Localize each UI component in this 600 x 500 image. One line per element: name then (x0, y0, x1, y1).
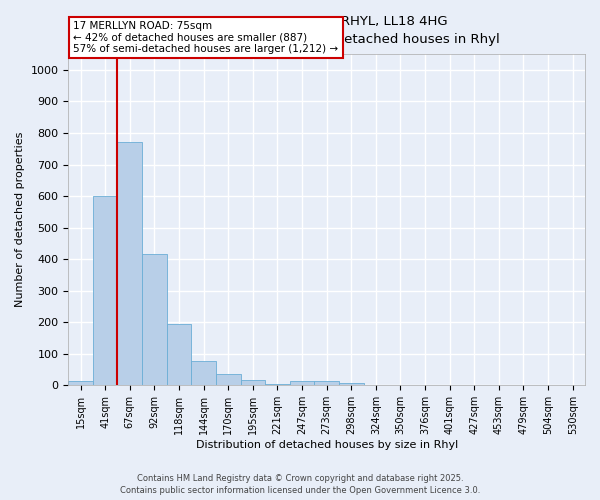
Bar (265, 384, 290, 386)
X-axis label: Distribution of detached houses by size in Rhyl: Distribution of detached houses by size … (196, 440, 458, 450)
Bar (241, 380, 265, 386)
Bar (191, 360, 216, 386)
Bar (314, 381, 339, 386)
Text: 17 MERLLYN ROAD: 75sqm
← 42% of detached houses are smaller (887)
57% of semi-de: 17 MERLLYN ROAD: 75sqm ← 42% of detached… (73, 21, 338, 54)
Bar (290, 381, 314, 386)
Bar (142, 254, 167, 386)
Bar (167, 324, 191, 386)
Bar (216, 374, 241, 386)
Bar (118, 142, 142, 386)
Title: 17, MERLLYN ROAD, RHYL, LL18 4HG
Size of property relative to detached houses in: 17, MERLLYN ROAD, RHYL, LL18 4HG Size of… (153, 15, 500, 46)
Text: Contains HM Land Registry data © Crown copyright and database right 2025.
Contai: Contains HM Land Registry data © Crown c… (120, 474, 480, 495)
Bar (68, 380, 93, 386)
Bar (339, 383, 364, 386)
Bar (93, 196, 118, 386)
Y-axis label: Number of detached properties: Number of detached properties (15, 132, 25, 308)
